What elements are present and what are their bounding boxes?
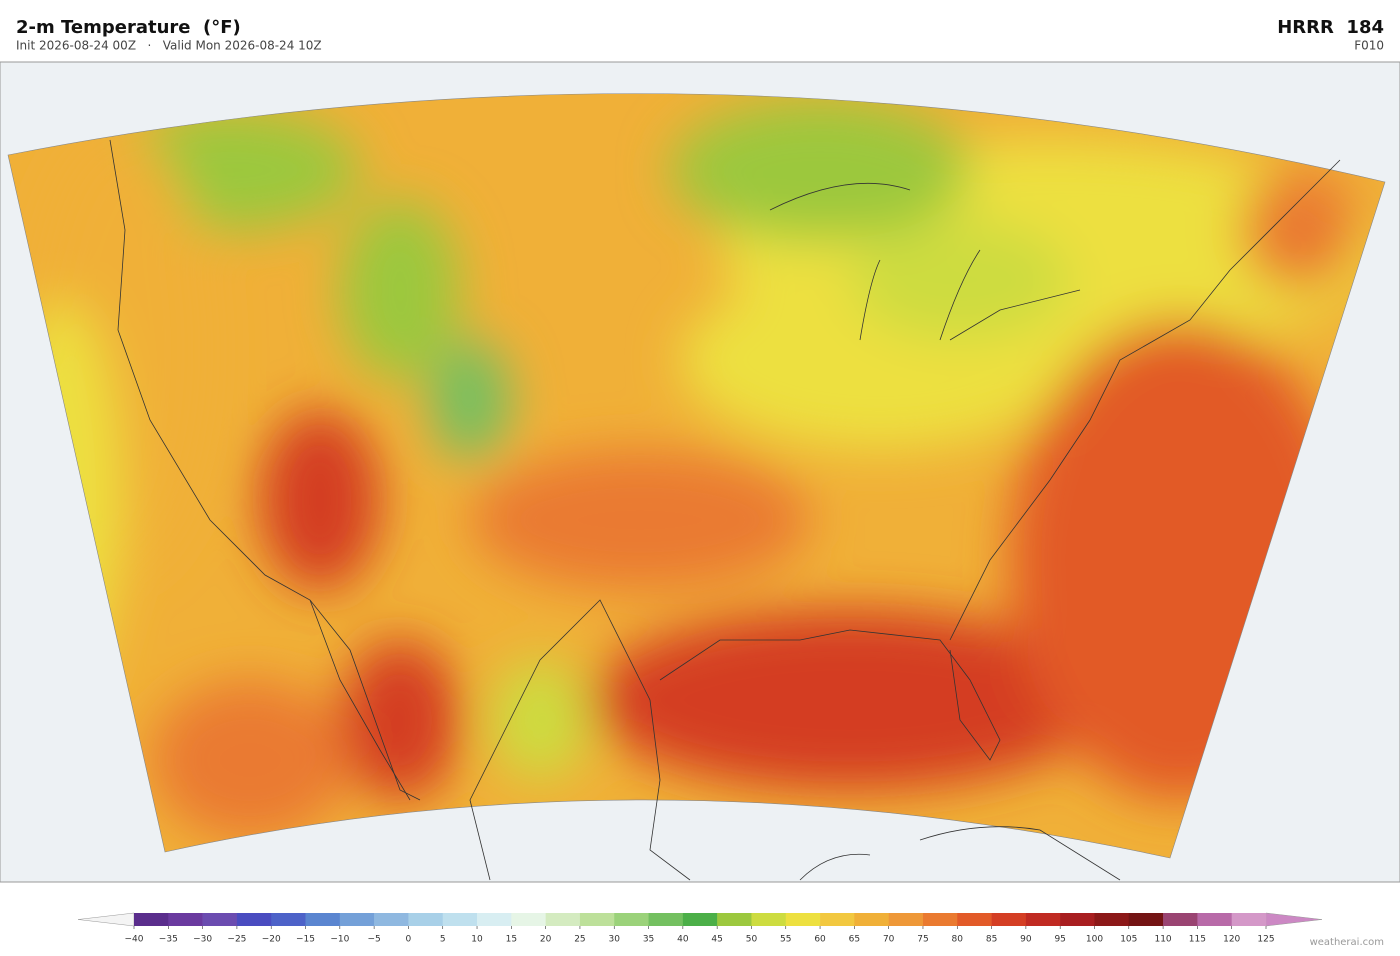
colorbar-tick-label: 45 bbox=[711, 935, 722, 945]
colorbar-tick-label: 85 bbox=[986, 935, 997, 945]
colorbar-tick-label: 30 bbox=[609, 935, 621, 945]
colorbar-segment bbox=[202, 913, 238, 926]
colorbar-tick-label: −15 bbox=[296, 935, 315, 945]
colorbar-tick-label: 75 bbox=[917, 935, 928, 945]
colorbar-over bbox=[1265, 912, 1323, 927]
colorbar-tick-label: 110 bbox=[1154, 935, 1171, 945]
colorbar-segment bbox=[991, 913, 1027, 926]
colorbar-segment bbox=[1060, 913, 1095, 926]
colorbar-segment bbox=[271, 913, 306, 926]
colorbar-segment bbox=[408, 913, 444, 926]
colorbar-tick-label: 5 bbox=[440, 935, 446, 945]
colorbar-segment bbox=[682, 913, 718, 926]
colorbar-segment bbox=[820, 913, 855, 926]
coastlines bbox=[109, 139, 1341, 881]
map bbox=[0, 61, 1400, 883]
colorbar-tick-label: 120 bbox=[1223, 935, 1240, 945]
temperature-field bbox=[8, 93, 1385, 859]
colorbar-tick-label: −30 bbox=[193, 935, 212, 945]
colorbar-segment bbox=[957, 913, 992, 926]
colorbar-tick-label: 60 bbox=[814, 935, 826, 945]
colorbar-segment bbox=[922, 913, 958, 926]
colorbar-segment bbox=[305, 913, 341, 926]
colorbar-segment bbox=[614, 913, 649, 926]
colorbar-tick-label: −35 bbox=[159, 935, 178, 945]
colorbar-segment bbox=[134, 913, 169, 926]
colorbar-tick-label: 65 bbox=[849, 935, 860, 945]
colorbar-segment bbox=[374, 913, 409, 926]
colorbar-tick-label: 35 bbox=[643, 935, 654, 945]
colorbar-tick-label: 10 bbox=[471, 935, 483, 945]
colorbar-segment bbox=[1163, 913, 1198, 926]
colorbar-segment bbox=[1128, 913, 1164, 926]
model-label: HRRR 184 bbox=[1277, 17, 1384, 38]
colorbar-segment bbox=[1025, 913, 1061, 926]
colorbar-under bbox=[77, 912, 135, 927]
colorbar-tick-label: −10 bbox=[330, 935, 349, 945]
colorbar-tick-label: −40 bbox=[125, 935, 144, 945]
colorbar-tick-label: 95 bbox=[1054, 935, 1065, 945]
colorbar-tick-label: −5 bbox=[367, 935, 380, 945]
colorbar-segment bbox=[648, 913, 684, 926]
colorbar-tick-label: 80 bbox=[952, 935, 964, 945]
colorbar-tick-label: 40 bbox=[677, 935, 689, 945]
colorbar-tick-label: 100 bbox=[1086, 935, 1103, 945]
colorbar-tick-label: 15 bbox=[506, 935, 517, 945]
colorbar-tick-label: −20 bbox=[262, 935, 281, 945]
colorbar-tick-label: 115 bbox=[1189, 935, 1206, 945]
colorbar-segment bbox=[751, 913, 787, 926]
colorbar-segment bbox=[785, 913, 821, 926]
colorbar-tick-label: 125 bbox=[1257, 935, 1274, 945]
colorbar-tick-label: −25 bbox=[227, 935, 246, 945]
colorbar-tick-label: 0 bbox=[406, 935, 412, 945]
colorbar-segment bbox=[1231, 913, 1267, 926]
colorbar-segment bbox=[477, 913, 512, 926]
colorbar-segment bbox=[442, 913, 478, 926]
watermark: weatherai.com bbox=[1310, 937, 1384, 948]
colorbar-segment bbox=[236, 913, 272, 926]
colorbar-segment bbox=[717, 913, 752, 926]
colorbar-segment bbox=[854, 913, 889, 926]
colorbar-segment bbox=[545, 913, 581, 926]
forecast-hour: F010 bbox=[1354, 39, 1384, 53]
colorbar-segment bbox=[168, 913, 203, 926]
colorbar: −40 −35 −30 −25 −20 −15 −10 −5 0 5 10 15 20 25 30 35 40 4… bbox=[77, 912, 1323, 945]
colorbar-segment bbox=[1094, 913, 1130, 926]
colorbar-segment bbox=[339, 913, 375, 926]
colorbar-tick-label: 50 bbox=[746, 935, 758, 945]
colorbar-tick-label: 55 bbox=[780, 935, 791, 945]
colorbar-segment bbox=[511, 913, 546, 926]
colorbar-segment bbox=[579, 913, 615, 926]
colorbar-tick-label: 105 bbox=[1120, 935, 1137, 945]
colorbar-segment bbox=[1197, 913, 1232, 926]
title: 2-m Temperature (°F) bbox=[16, 17, 241, 38]
colorbar-tick-label: 25 bbox=[574, 935, 585, 945]
subtitle: Init 2026-08-24 00Z · Valid Mon 2026-08-… bbox=[16, 39, 322, 53]
colorbar-tick-label: 90 bbox=[1020, 935, 1032, 945]
colorbar-segment bbox=[888, 913, 924, 926]
colorbar-tick-label: 20 bbox=[540, 935, 552, 945]
colorbar-tick-label: 70 bbox=[883, 935, 895, 945]
